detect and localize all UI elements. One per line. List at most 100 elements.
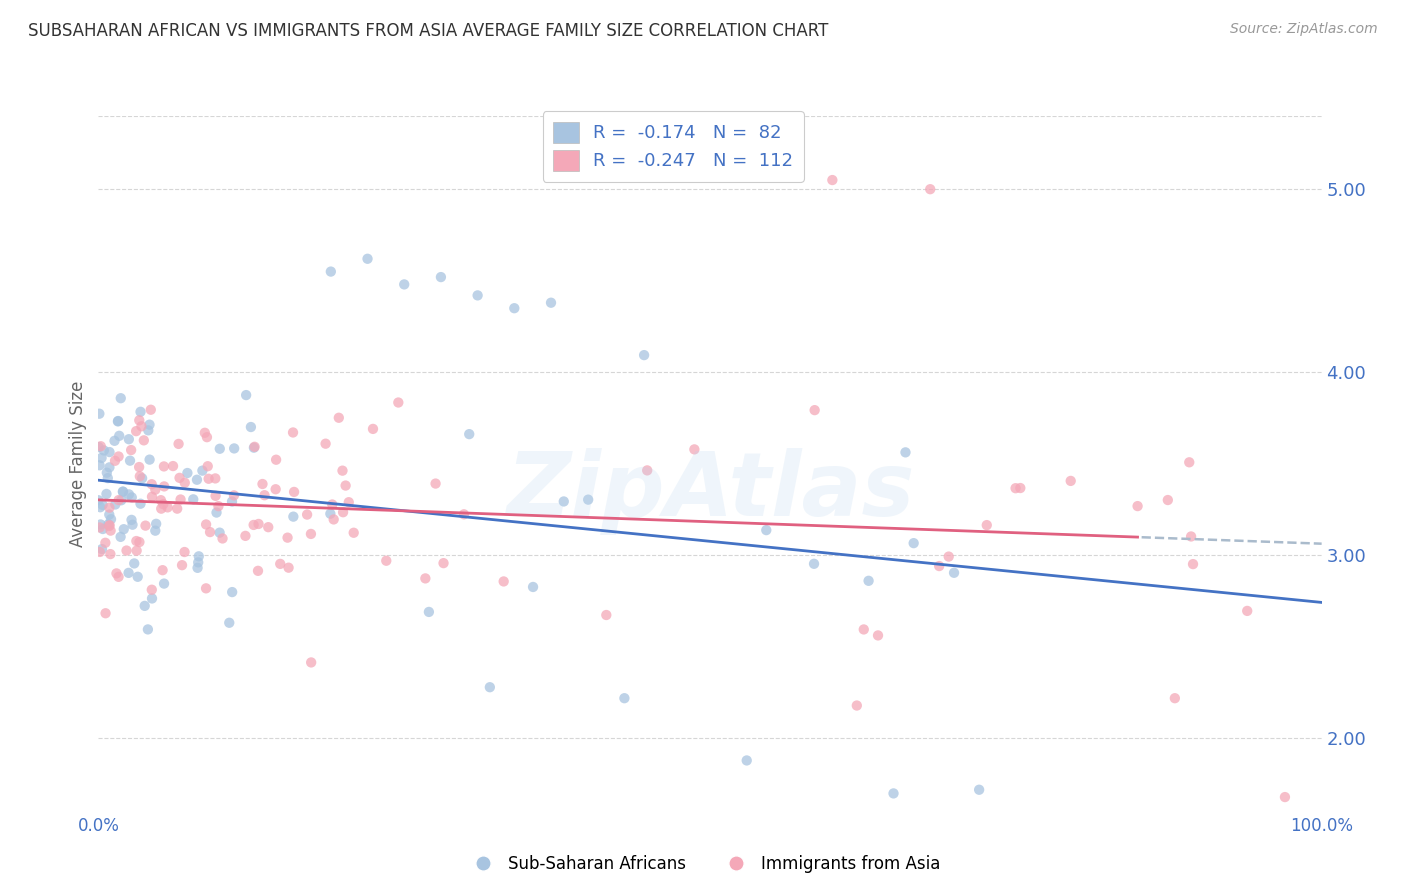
Point xyxy=(335,478,357,492)
Point xyxy=(845,698,868,713)
Point xyxy=(277,531,299,545)
Point xyxy=(613,691,636,706)
Point xyxy=(195,582,218,596)
Point xyxy=(153,479,176,493)
Point xyxy=(361,422,384,436)
Point xyxy=(136,623,159,637)
Point xyxy=(1182,557,1205,571)
Point xyxy=(1004,481,1026,495)
Point xyxy=(128,413,150,427)
Point xyxy=(187,549,209,564)
Point xyxy=(235,529,257,543)
Point xyxy=(100,547,122,561)
Point xyxy=(636,463,658,477)
Point xyxy=(141,490,163,504)
Point xyxy=(134,599,156,613)
Point xyxy=(928,559,950,574)
Point xyxy=(89,407,111,421)
Point xyxy=(392,277,416,292)
Point xyxy=(170,558,193,573)
Point xyxy=(375,554,398,568)
Point xyxy=(194,425,217,440)
Point xyxy=(125,543,148,558)
Point xyxy=(191,464,214,478)
Point xyxy=(110,530,132,544)
Point xyxy=(181,492,204,507)
Point xyxy=(264,452,287,467)
Point xyxy=(93,443,115,458)
Point xyxy=(110,493,132,508)
Point xyxy=(903,536,925,550)
Point xyxy=(89,458,111,473)
Point xyxy=(224,442,246,456)
Point xyxy=(858,574,880,588)
Point xyxy=(553,494,575,508)
Point xyxy=(1236,604,1258,618)
Point xyxy=(1157,493,1180,508)
Point xyxy=(129,497,152,511)
Point xyxy=(169,471,191,485)
Point xyxy=(91,542,114,557)
Point xyxy=(467,288,489,302)
Point xyxy=(883,786,905,800)
Point xyxy=(683,442,706,457)
Point xyxy=(243,440,266,454)
Point xyxy=(91,522,114,536)
Point xyxy=(208,525,231,540)
Point xyxy=(105,566,128,581)
Point xyxy=(121,491,143,505)
Point xyxy=(90,450,112,465)
Point xyxy=(478,680,501,694)
Point xyxy=(104,498,127,512)
Point xyxy=(169,492,191,507)
Point xyxy=(128,535,150,549)
Point xyxy=(432,556,454,570)
Point xyxy=(94,606,117,620)
Point xyxy=(540,295,562,310)
Point xyxy=(866,628,889,642)
Point xyxy=(387,395,409,409)
Point xyxy=(328,410,350,425)
Point xyxy=(595,607,617,622)
Point xyxy=(143,524,166,538)
Point xyxy=(332,505,354,519)
Point xyxy=(243,441,266,455)
Point xyxy=(1164,691,1187,706)
Point xyxy=(332,464,354,478)
Point xyxy=(131,471,153,485)
Point xyxy=(197,472,219,486)
Point xyxy=(121,517,143,532)
Point xyxy=(122,557,145,571)
Point xyxy=(112,484,135,499)
Point xyxy=(131,419,153,434)
Point xyxy=(211,532,233,546)
Point xyxy=(138,452,160,467)
Point xyxy=(98,518,121,533)
Point xyxy=(167,437,190,451)
Point xyxy=(1180,529,1202,543)
Y-axis label: Average Family Size: Average Family Size xyxy=(69,381,87,547)
Point xyxy=(107,450,129,464)
Point xyxy=(149,493,172,508)
Legend: R =  -0.174   N =  82, R =  -0.247   N =  112: R = -0.174 N = 82, R = -0.247 N = 112 xyxy=(543,112,804,182)
Point xyxy=(115,543,138,558)
Point xyxy=(152,563,174,577)
Point xyxy=(117,566,139,580)
Point xyxy=(120,443,142,458)
Point xyxy=(110,391,132,405)
Point xyxy=(98,519,121,533)
Point xyxy=(425,476,447,491)
Point xyxy=(98,460,121,475)
Point xyxy=(173,475,195,490)
Point xyxy=(633,348,655,362)
Point xyxy=(121,513,143,527)
Point xyxy=(176,466,198,480)
Point xyxy=(418,605,440,619)
Point xyxy=(156,500,179,515)
Point xyxy=(803,403,825,417)
Point xyxy=(89,545,111,559)
Point xyxy=(94,535,117,549)
Point xyxy=(221,494,243,508)
Point xyxy=(322,512,344,526)
Point xyxy=(98,445,121,459)
